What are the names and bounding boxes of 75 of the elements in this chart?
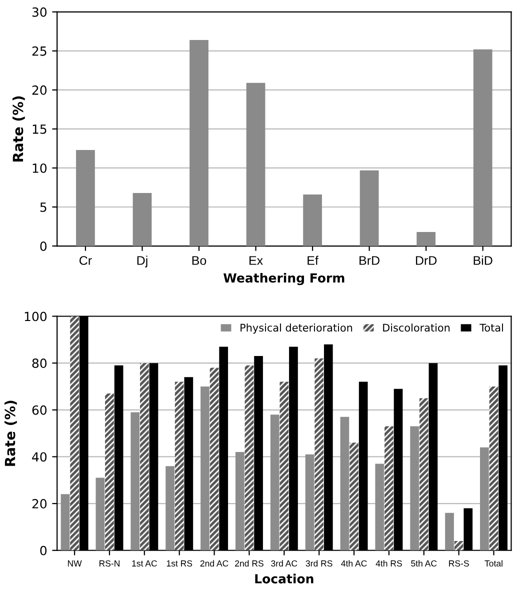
y-tick-label: 100 [24,312,47,322]
x-tick-label: 4th RS [376,560,402,567]
bar [489,386,498,550]
x-tick-label: 1st AC [132,560,157,567]
x-tick-label: 2nd AC [200,560,228,567]
bar [174,382,184,550]
y-tick-label: 0 [40,546,47,556]
x-tick-label: Bo [192,256,206,265]
y-tick-label: 15 [32,124,46,134]
x-tick-label: 3rd AC [271,560,298,567]
x-tick-label: Ex [250,256,263,265]
bar [384,426,394,550]
bar [445,512,454,550]
bar [270,414,280,550]
bar [60,494,70,550]
bar [473,49,492,246]
bar [76,150,95,246]
y-tick-label: 20 [32,499,47,508]
x-tick-label: 5th AC [411,560,437,567]
y-axis-title: Rate (%) [4,400,17,466]
bar [105,394,114,550]
y-tick-label: 20 [32,85,47,95]
x-tick-label: RS-S [449,560,469,567]
bar [314,358,324,550]
bar [244,365,254,550]
bar [200,386,210,550]
bar [246,82,266,246]
x-tick-label: 2nd RS [235,560,264,567]
x-tick-label: 4th AC [341,560,367,567]
legend-label: Total [480,324,503,332]
y-tick-label: 30 [32,7,47,17]
legend-label: Physical deterioration [240,324,352,334]
y-tick-label: 5 [40,202,46,212]
bar [132,192,152,246]
bar [416,232,436,246]
bar [375,464,384,550]
x-tick-label: 3rd RS [306,560,332,567]
x-tick-label: Total [484,560,502,567]
x-tick-label: RS-N [100,560,120,567]
y-tick-label: 40 [32,452,47,462]
y-tick-label: 60 [32,405,47,415]
y-tick-label: 10 [32,163,47,173]
y-tick-label: 25 [32,46,46,56]
bar [235,452,244,550]
bar [190,40,208,246]
bar [130,412,140,550]
bar [210,368,219,550]
y-tick-label: 0 [40,241,47,251]
bar [419,398,428,550]
legend-label: Discoloration [383,324,450,332]
bar [140,363,149,550]
x-tick-label: NW [68,560,82,566]
x-axis-title: Location [255,574,314,584]
bar [480,447,489,550]
bar [70,316,79,550]
x-axis-title: Weathering Form [223,272,344,286]
bar [96,478,105,550]
bar [454,541,464,550]
bar [410,426,419,550]
x-tick-label: BiD [474,256,492,265]
bar [340,416,350,550]
x-tick-label: Dj [137,256,148,268]
x-tick-label: 1st RS [166,560,192,567]
bar [280,382,289,550]
bar [303,194,322,246]
x-tick-label: BrD [360,256,380,265]
x-tick-label: Ef [308,256,318,265]
bar [350,442,358,550]
x-tick-label: Cr [80,256,92,265]
bar [166,466,174,550]
bar [305,454,314,550]
y-tick-label: 80 [32,358,47,368]
y-axis-title: Rate (%) [12,96,25,162]
x-tick-label: DrD [416,256,437,265]
bar [360,170,379,246]
